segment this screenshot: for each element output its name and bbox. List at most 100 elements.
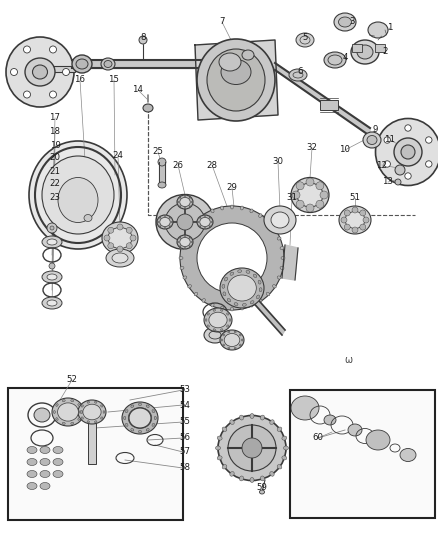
- Circle shape: [242, 438, 262, 458]
- Circle shape: [426, 161, 432, 167]
- Text: 25: 25: [152, 148, 163, 157]
- Ellipse shape: [324, 415, 336, 425]
- Ellipse shape: [334, 13, 356, 31]
- Polygon shape: [242, 285, 285, 335]
- Ellipse shape: [277, 465, 282, 469]
- Ellipse shape: [81, 410, 83, 414]
- Ellipse shape: [202, 298, 205, 302]
- Ellipse shape: [42, 236, 62, 248]
- Text: 59: 59: [257, 483, 268, 492]
- Ellipse shape: [200, 217, 201, 219]
- Ellipse shape: [291, 396, 319, 420]
- Ellipse shape: [95, 401, 97, 403]
- Ellipse shape: [40, 447, 50, 454]
- Polygon shape: [195, 40, 278, 120]
- Ellipse shape: [223, 292, 226, 296]
- Ellipse shape: [363, 132, 381, 148]
- Text: 4: 4: [342, 53, 348, 62]
- Ellipse shape: [253, 274, 257, 278]
- Ellipse shape: [125, 410, 128, 413]
- Circle shape: [49, 91, 57, 98]
- Ellipse shape: [228, 275, 256, 301]
- Ellipse shape: [297, 183, 323, 207]
- Circle shape: [49, 46, 57, 53]
- Ellipse shape: [34, 408, 50, 422]
- Ellipse shape: [108, 228, 132, 248]
- Ellipse shape: [103, 411, 105, 413]
- Ellipse shape: [106, 249, 134, 267]
- Text: 54: 54: [180, 400, 191, 409]
- Circle shape: [344, 210, 350, 216]
- Ellipse shape: [184, 247, 186, 248]
- Ellipse shape: [152, 410, 155, 413]
- Ellipse shape: [264, 206, 296, 234]
- Ellipse shape: [165, 203, 205, 241]
- Ellipse shape: [230, 272, 234, 276]
- Ellipse shape: [215, 446, 220, 450]
- Ellipse shape: [280, 266, 284, 270]
- Polygon shape: [282, 245, 298, 280]
- Ellipse shape: [281, 256, 285, 260]
- Ellipse shape: [230, 420, 234, 424]
- Circle shape: [320, 191, 328, 199]
- Circle shape: [117, 246, 123, 252]
- Text: 17: 17: [49, 114, 60, 123]
- Ellipse shape: [223, 334, 225, 336]
- Ellipse shape: [261, 415, 265, 420]
- Ellipse shape: [102, 222, 138, 254]
- Ellipse shape: [101, 405, 102, 407]
- Text: 1: 1: [387, 23, 393, 33]
- Text: 12: 12: [377, 160, 388, 169]
- Ellipse shape: [270, 472, 274, 476]
- Ellipse shape: [226, 313, 229, 315]
- Ellipse shape: [207, 325, 209, 327]
- Text: 30: 30: [272, 157, 283, 166]
- Text: 26: 26: [173, 160, 184, 169]
- Ellipse shape: [222, 427, 227, 431]
- Ellipse shape: [128, 408, 152, 429]
- Ellipse shape: [156, 195, 214, 249]
- Ellipse shape: [339, 17, 352, 27]
- Circle shape: [405, 125, 411, 131]
- Ellipse shape: [211, 209, 214, 213]
- Text: 51: 51: [350, 193, 360, 203]
- Ellipse shape: [146, 405, 149, 408]
- Ellipse shape: [234, 303, 238, 305]
- Ellipse shape: [200, 225, 201, 227]
- Ellipse shape: [240, 476, 244, 481]
- Text: 24: 24: [113, 150, 124, 159]
- Ellipse shape: [226, 325, 229, 327]
- Circle shape: [117, 224, 123, 230]
- Ellipse shape: [224, 334, 240, 346]
- Ellipse shape: [62, 422, 65, 424]
- Ellipse shape: [27, 447, 37, 454]
- Ellipse shape: [40, 471, 50, 478]
- Circle shape: [63, 69, 70, 76]
- Circle shape: [384, 137, 390, 143]
- Bar: [352, 44, 362, 52]
- Ellipse shape: [395, 165, 405, 175]
- Text: 14: 14: [133, 85, 144, 94]
- Ellipse shape: [250, 414, 254, 418]
- Ellipse shape: [180, 247, 184, 249]
- Ellipse shape: [87, 421, 89, 423]
- Ellipse shape: [207, 313, 209, 315]
- Bar: [375, 44, 385, 52]
- Ellipse shape: [143, 104, 153, 112]
- Ellipse shape: [204, 228, 206, 229]
- Text: 58: 58: [180, 464, 191, 472]
- Ellipse shape: [259, 214, 262, 217]
- Circle shape: [104, 235, 110, 241]
- Text: 10: 10: [339, 146, 350, 155]
- Text: 55: 55: [180, 417, 191, 426]
- Circle shape: [360, 210, 366, 216]
- Ellipse shape: [58, 403, 78, 421]
- Ellipse shape: [291, 177, 329, 213]
- Circle shape: [316, 200, 324, 208]
- Ellipse shape: [283, 446, 289, 450]
- Ellipse shape: [256, 295, 260, 298]
- Ellipse shape: [240, 306, 244, 310]
- Ellipse shape: [198, 221, 199, 223]
- Ellipse shape: [183, 237, 187, 240]
- Ellipse shape: [351, 40, 379, 64]
